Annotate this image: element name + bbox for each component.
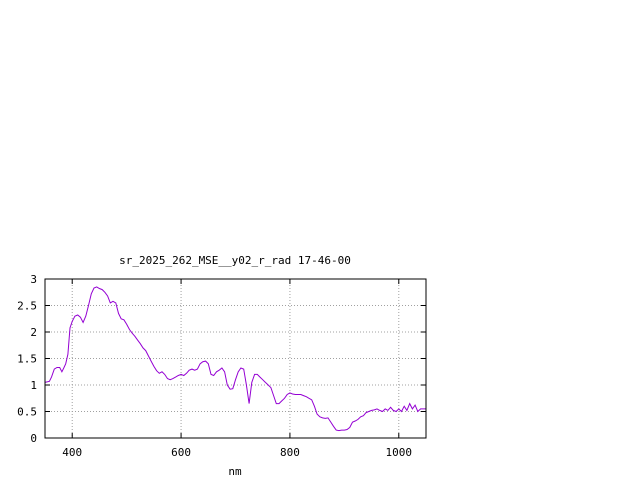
y-tick-label: 2 (30, 326, 37, 339)
x-tick-label: 400 (62, 446, 82, 459)
series-line (44, 286, 426, 432)
y-tick-label: 1 (30, 379, 37, 392)
x-tick-label: 800 (280, 446, 300, 459)
grid-lines (45, 279, 426, 438)
plot-frame (44, 278, 427, 439)
y-tick-label: 2.5 (17, 300, 37, 313)
y-tick-label: 0 (30, 432, 37, 445)
x-axis-label: nm (228, 465, 242, 478)
x-axis-ticks: 400 600 800 1000 (62, 279, 412, 459)
y-tick-label: 0.5 (17, 406, 37, 419)
x-tick-label: 1000 (386, 446, 413, 459)
y-tick-label: 3 (30, 273, 37, 286)
chart-title: sr_2025_262_MSE__y02_r_rad 17-46-00 (119, 254, 351, 267)
y-tick-label: 1.5 (17, 353, 37, 366)
x-tick-label: 600 (171, 446, 191, 459)
